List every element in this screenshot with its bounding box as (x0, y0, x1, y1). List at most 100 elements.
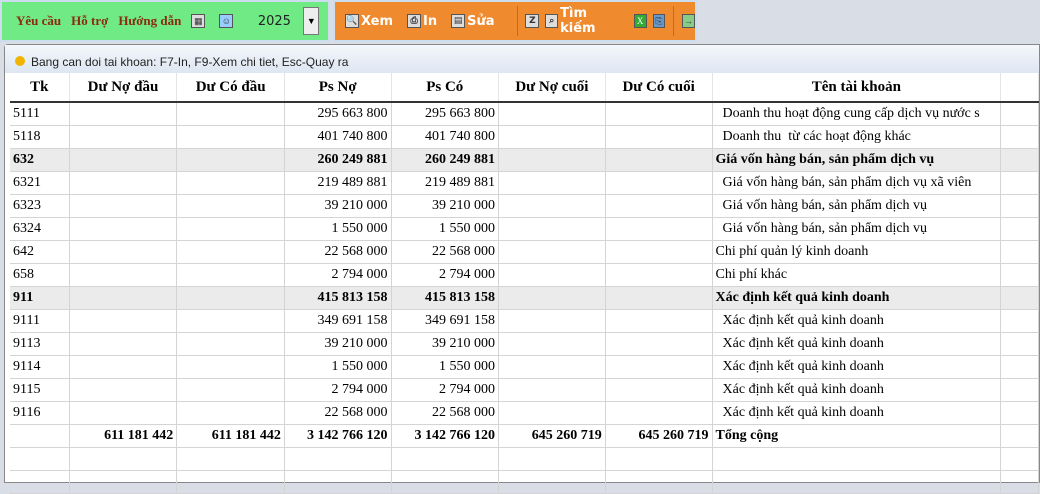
cell-psc: 260 249 881 (391, 148, 499, 172)
cell-tk: 9114 (10, 355, 70, 379)
excel-icon[interactable]: X (633, 14, 647, 28)
cell-dcc: 645 260 719 (605, 424, 713, 448)
cell-dcd (176, 102, 285, 126)
table-row[interactable]: 9114 1 550 000 1 550 000 Xác định kết quả … (10, 355, 1039, 379)
search-icon: ⌕ (545, 14, 559, 28)
cell-psc: 22 568 000 (391, 401, 499, 425)
cell-tk: 6323 (10, 194, 70, 218)
year-select[interactable]: 2025 (245, 13, 304, 29)
cell-psc: 415 813 158 (391, 286, 499, 310)
table-row[interactable]: 658 2 794 000 2 794 000 Chi phí khác (10, 263, 1039, 287)
cell-psn: 260 249 881 (284, 148, 392, 172)
column-header[interactable]: Dư Nợ cuối (498, 73, 606, 103)
column-header[interactable]: Dư Có đầu (176, 73, 285, 103)
cell-psc: 1 550 000 (391, 355, 499, 379)
table-row[interactable]: 6323 39 210 000 39 210 000 Giá vốn hàng bá… (10, 194, 1039, 218)
yeu-cau-menu[interactable]: Yêu cầu (16, 13, 62, 28)
cell-dnc (498, 125, 606, 149)
cell-ten: Giá vốn hàng bán, sản phẩm dịch vụ (712, 194, 1002, 218)
cell-dcd (176, 217, 285, 241)
table-row[interactable]: 9115 2 794 000 2 794 000 Xác định kết quả … (10, 378, 1039, 402)
cell-dnc (498, 309, 606, 333)
cell-tk: 9113 (10, 332, 70, 356)
cell-psc: 1 550 000 (391, 217, 499, 241)
table-row[interactable]: 6321 219 489 881 219 489 881 Giá vốn hàng … (10, 171, 1039, 195)
column-header[interactable]: Dư Nợ đầu (69, 73, 178, 103)
cell-extra (1000, 378, 1039, 402)
table-row[interactable]: 632 260 249 881 260 249 881 Giá vốn hàng bá… (10, 148, 1039, 172)
cell-dnd (69, 401, 178, 425)
total-row[interactable]: 611 181 442 611 181 442 3 142 766 120 3 142… (10, 424, 1039, 448)
cell-tk (10, 424, 70, 448)
sort-icon: Z (525, 14, 540, 28)
table-row[interactable]: 5118 401 740 800 401 740 800 Doanh thu từ … (10, 125, 1039, 149)
cell-dnd (69, 332, 178, 356)
accounts-table: Tk Dư Nợ đầu Dư Có đầu Ps Nợ Ps Có Dư Nợ cuối… (10, 73, 1039, 494)
column-header[interactable]: Ps Có (391, 73, 499, 103)
panel-title: Bang can doi tai khoan: F7-In, F9-Xem ch… (5, 45, 1039, 73)
cell-psc: 3 142 766 120 (391, 424, 499, 448)
table-row[interactable]: 9116 22 568 000 22 568 000 Xác định kết qu… (10, 401, 1039, 425)
xem-button[interactable]: 🔍 Xem (345, 14, 393, 29)
cell-psn: 3 142 766 120 (284, 424, 392, 448)
cell-dcd (176, 194, 285, 218)
cell-extra (1000, 102, 1039, 126)
cell-dnd: 611 181 442 (69, 424, 178, 448)
cell-psc: 39 210 000 (391, 194, 499, 218)
cell-dnd (69, 194, 178, 218)
cell-dcd (176, 125, 285, 149)
sort-button[interactable]: Z (525, 14, 540, 28)
preview-icon: 🔍 (345, 14, 359, 28)
table-row[interactable]: 9111 349 691 158 349 691 158 Xác định kết … (10, 309, 1039, 333)
chevron-down-icon[interactable]: ▼ (303, 7, 320, 35)
cell-psn: 1 550 000 (284, 217, 392, 241)
copy-icon[interactable]: ⎘ (652, 14, 666, 28)
cell-tk: 642 (10, 240, 70, 264)
printer-icon: ⎙ (407, 14, 422, 28)
user-icon[interactable]: ☺ (219, 14, 234, 28)
cell-ten: Xác định kết quả kinh doanh (712, 401, 1002, 425)
cell-ten: Xác định kết quả kinh doanh (712, 378, 1002, 402)
cell-psn: 2 794 000 (284, 263, 392, 287)
huong-dan-menu[interactable]: Hướng dẫn (118, 13, 182, 28)
cell-dcd (176, 332, 285, 356)
table-row[interactable]: 642 22 568 000 22 568 000 Chi phí quản lý k… (10, 240, 1039, 264)
edit-icon: ▤ (451, 14, 466, 28)
toolbar: Yêu cầu Hỗ trợ Hướng dẫn ▦ ☺ 2025 ▼ 🔍 Xem… (0, 0, 697, 42)
column-header[interactable]: Dư Có cuối (605, 73, 713, 103)
cell-dnd (69, 309, 178, 333)
cell-extra (1000, 355, 1039, 379)
cell-psn: 401 740 800 (284, 125, 392, 149)
sua-button[interactable]: ▤ Sửa (451, 14, 495, 29)
cell-dcd (176, 286, 285, 310)
table-row[interactable]: 5111 295 663 800 295 663 800 Doanh thu hoạ… (10, 102, 1039, 126)
cell-psc: 401 740 800 (391, 125, 499, 149)
cell-psn: 39 210 000 (284, 332, 392, 356)
tim-kiem-button[interactable]: ⌕ Tìm kiếm (545, 6, 619, 36)
column-header[interactable] (1000, 73, 1039, 103)
empty-cell (176, 470, 285, 494)
column-header[interactable]: Tk (10, 73, 70, 103)
exit-icon[interactable]: → (682, 14, 695, 28)
empty-cell (712, 447, 1002, 471)
table-row[interactable]: 6324 1 550 000 1 550 000 Giá vốn hàng bán,… (10, 217, 1039, 241)
empty-cell (391, 470, 499, 494)
cell-dcc (605, 194, 713, 218)
cell-dnc (498, 263, 606, 287)
table-row[interactable]: 9113 39 210 000 39 210 000 Xác định kết qu… (10, 332, 1039, 356)
table-row[interactable]: 911 415 813 158 415 813 158 Xác định kết qu… (10, 286, 1039, 310)
cell-dnc (498, 194, 606, 218)
column-header[interactable]: Ps Nợ (284, 73, 392, 103)
cell-dnd (69, 286, 178, 310)
cell-extra (1000, 263, 1039, 287)
in-button[interactable]: ⎙ In (407, 14, 437, 29)
empty-cell (69, 447, 178, 471)
cell-psc: 39 210 000 (391, 332, 499, 356)
column-header[interactable]: Tên tài khoản (712, 73, 1002, 103)
cell-dcd (176, 355, 285, 379)
ho-tro-menu[interactable]: Hỗ trợ (71, 13, 109, 28)
separator (516, 6, 518, 36)
cell-dcd (176, 263, 285, 287)
cell-dnd (69, 263, 178, 287)
calculator-icon[interactable]: ▦ (191, 14, 206, 28)
